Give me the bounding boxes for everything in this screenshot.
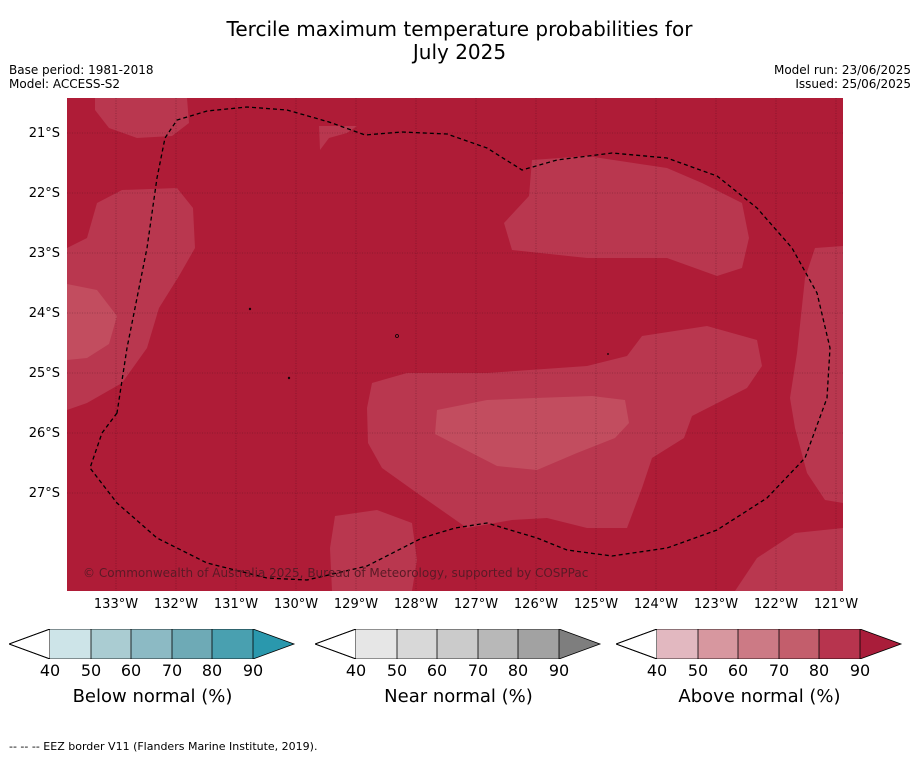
lat-label: 27°S	[28, 486, 60, 501]
colorbar-tick: 80	[201, 661, 223, 680]
issued-date: Issued: 25/06/2025	[795, 77, 911, 91]
colorbar-tick: 70	[467, 661, 489, 680]
lat-label: 25°S	[28, 366, 60, 381]
model-run: Model run: 23/06/2025	[773, 63, 911, 77]
eez-border	[89, 106, 831, 581]
colorbar-swatch	[172, 629, 212, 659]
base-period: Base period: 1981-2018	[9, 63, 154, 77]
colorbar-swatch	[779, 629, 819, 659]
lon-label: 132°W	[153, 597, 199, 612]
lon-label: 123°W	[693, 597, 739, 612]
colorbar-swatch	[437, 629, 478, 659]
title-line-2: July 2025	[412, 40, 507, 64]
colorbar-extend-low	[9, 629, 51, 659]
colorbar-swatch	[356, 629, 397, 659]
lat-label: 26°S	[28, 426, 60, 441]
lon-label: 121°W	[813, 597, 859, 612]
lat-label: 24°S	[28, 306, 60, 321]
colorbar-extend-low	[616, 629, 658, 659]
colorbar-tick: 80	[808, 661, 830, 680]
model-name: Model: ACCESS-S2	[9, 77, 121, 91]
lon-label: 122°W	[753, 597, 799, 612]
map-panel: © Commonwealth of Australia 2025, Bureau…	[67, 98, 843, 591]
colorbar-swatch	[698, 629, 738, 659]
colorbar-below-normal	[9, 629, 296, 659]
lon-label: 133°W	[93, 597, 139, 612]
colorbar-extend-high	[559, 629, 600, 659]
colorbar-label-below: Below normal (%)	[72, 686, 233, 707]
map-canvas: © Commonwealth of Australia 2025, Bureau…	[67, 98, 843, 591]
title-line-1: Tercile maximum temperature probabilitie…	[226, 17, 693, 41]
colorbar-extend-high	[860, 629, 901, 659]
colorbar-swatch	[91, 629, 131, 659]
colorbar-swatch	[478, 629, 518, 659]
meta-left: Base period: 1981-2018 Model: ACCESS-S2	[9, 63, 154, 91]
colorbar-swatch	[212, 629, 253, 659]
colorbar-swatch	[50, 629, 91, 659]
colorbar-tick: 40	[39, 661, 61, 680]
colorbar-tick: 40	[646, 661, 668, 680]
colorbar-tick: 50	[386, 661, 408, 680]
colorbar-label-near: Near normal (%)	[384, 686, 533, 707]
colorbar-tick: 40	[345, 661, 367, 680]
islands	[248, 307, 609, 380]
colorbar-tick: 60	[727, 661, 749, 680]
lon-label: 127°W	[453, 597, 499, 612]
lon-label: 128°W	[393, 597, 439, 612]
colorbar-above-normal	[616, 629, 903, 659]
colorbar-tick: 90	[242, 661, 264, 680]
lon-label: 125°W	[573, 597, 619, 612]
colorbar-label-above: Above normal (%)	[678, 686, 841, 707]
colorbar-swatch	[657, 629, 698, 659]
colorbar-tick: 50	[687, 661, 709, 680]
copyright-notice: © Commonwealth of Australia 2025, Bureau…	[83, 566, 588, 580]
lat-label: 21°S	[28, 126, 60, 141]
lon-label: 131°W	[213, 597, 259, 612]
eez-footnote: -- -- -- EEZ border V11 (Flanders Marine…	[9, 740, 318, 753]
colorbar-swatch	[738, 629, 779, 659]
lon-label: 130°W	[273, 597, 319, 612]
colorbar-tick: 90	[548, 661, 570, 680]
colorbar-swatch	[518, 629, 559, 659]
colorbar-extend-high	[253, 629, 294, 659]
colorbar-tick: 70	[768, 661, 790, 680]
colorbar-extend-low	[315, 629, 357, 659]
colorbar-tick: 50	[80, 661, 102, 680]
colorbar-swatch	[397, 629, 437, 659]
colorbar-swatch	[819, 629, 860, 659]
map-gridlines	[67, 98, 843, 591]
colorbar-tick: 80	[507, 661, 529, 680]
colorbar-tick: 60	[120, 661, 142, 680]
meta-right: Model run: 23/06/2025 Issued: 25/06/2025	[774, 63, 911, 91]
colorbar-tick: 90	[849, 661, 871, 680]
colorbar-tick: 60	[426, 661, 448, 680]
lon-label: 126°W	[513, 597, 559, 612]
colorbar-swatch	[131, 629, 172, 659]
lon-label: 124°W	[633, 597, 679, 612]
lon-label: 129°W	[333, 597, 379, 612]
colorbar-near-normal	[315, 629, 602, 659]
lat-label: 23°S	[28, 246, 60, 261]
lat-label: 22°S	[28, 186, 60, 201]
map-title: Tercile maximum temperature probabilitie…	[0, 18, 919, 64]
colorbar-tick: 70	[161, 661, 183, 680]
